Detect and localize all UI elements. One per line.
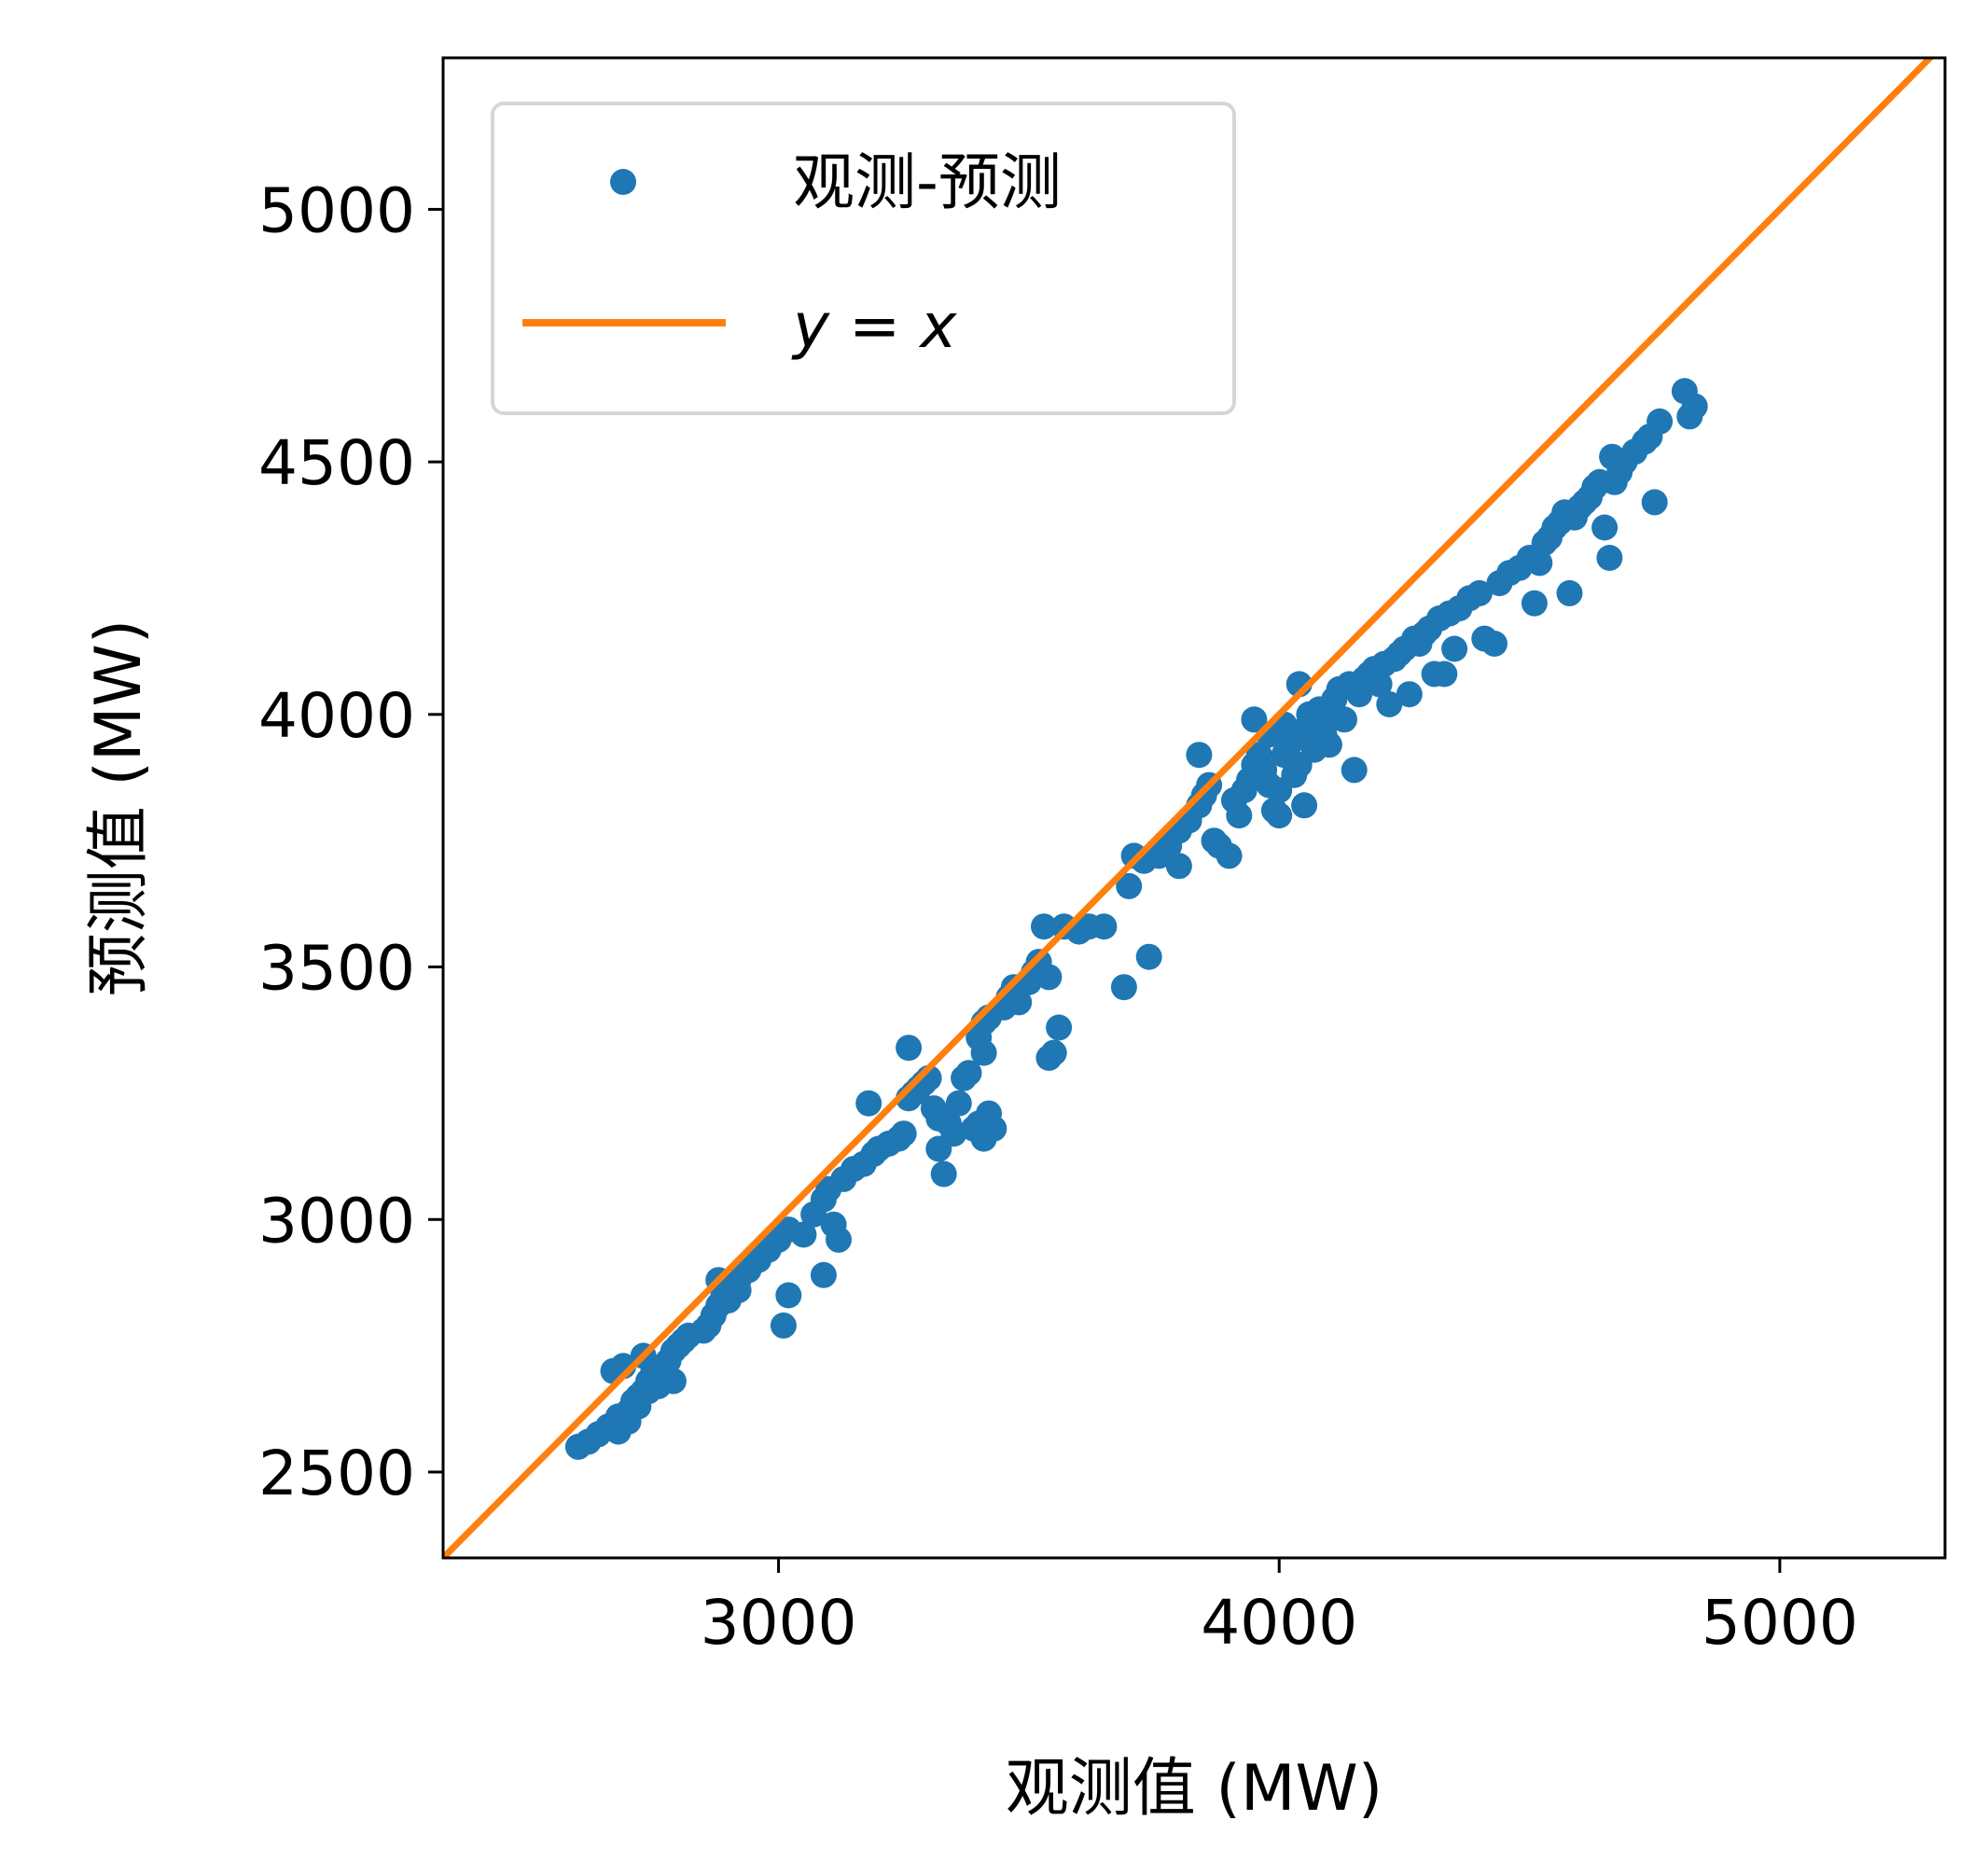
data-point-177 — [1481, 631, 1508, 657]
y-tick-label: 4500 — [258, 427, 415, 499]
data-point-196 — [1591, 514, 1619, 541]
data-point-69 — [930, 1160, 957, 1188]
data-point-95 — [1046, 1014, 1073, 1041]
data-point-94 — [1040, 1039, 1067, 1066]
identity-line — [443, 58, 1935, 1558]
data-point-189 — [1556, 579, 1583, 606]
data-point-74 — [955, 1060, 982, 1087]
data-point-59 — [855, 1090, 882, 1117]
data-point-152 — [1396, 681, 1423, 708]
plot-data — [443, 58, 1935, 1558]
data-point-45 — [790, 1221, 817, 1248]
data-point-101 — [1110, 974, 1137, 1001]
y-tick-label: 4000 — [258, 680, 415, 752]
data-point-51 — [826, 1226, 852, 1253]
data-point-42 — [725, 1277, 752, 1304]
data-point-102 — [1116, 872, 1143, 899]
data-point-79 — [980, 1115, 1007, 1142]
data-point-108 — [1165, 853, 1192, 880]
data-point-163 — [1266, 802, 1293, 829]
data-point-183 — [1526, 549, 1553, 577]
legend-box — [491, 102, 1236, 415]
data-point-43 — [770, 1312, 797, 1339]
data-point-182 — [1521, 590, 1548, 617]
x-tick-label: 5000 — [1702, 1587, 1858, 1659]
y-tick-label: 3000 — [258, 1185, 415, 1257]
data-point-159 — [1186, 742, 1213, 769]
data-point-72 — [945, 1090, 972, 1117]
x-tick-label: 3000 — [701, 1587, 857, 1659]
data-point-118 — [1226, 802, 1253, 829]
data-point-141 — [1341, 757, 1368, 784]
data-point-24 — [660, 1368, 687, 1395]
data-point-146 — [1366, 671, 1393, 698]
data-point-88 — [1006, 989, 1033, 1016]
legend-label-observed: 观测-预测 — [793, 146, 1062, 218]
data-point-209 — [1599, 443, 1626, 470]
y-tick-label: 3500 — [258, 933, 415, 1005]
y-tick-label: 5000 — [258, 174, 415, 246]
y-axis-label: 预测值 (MW) — [82, 619, 156, 997]
data-point-169 — [1315, 706, 1342, 733]
data-point-148 — [1376, 691, 1403, 717]
data-point-197 — [1596, 545, 1623, 571]
data-point-205 — [1647, 408, 1674, 435]
data-point-100 — [1091, 913, 1118, 940]
data-point-170 — [1431, 660, 1458, 688]
data-point-105 — [1135, 943, 1162, 970]
data-point-175 — [1466, 579, 1493, 606]
legend-label-identity: y = x — [791, 290, 957, 362]
data-point-60 — [890, 1120, 917, 1147]
data-point-71 — [940, 1120, 967, 1147]
data-point-84 — [896, 1035, 923, 1062]
data-point-172 — [1441, 635, 1468, 662]
data-point-116 — [1216, 842, 1243, 869]
data-point-162 — [1291, 792, 1318, 819]
data-point-208 — [1681, 393, 1708, 420]
data-point-166 — [1296, 701, 1323, 728]
data-point-50 — [810, 1261, 837, 1288]
data-point-44 — [775, 1282, 802, 1309]
y-tick-label: 2500 — [258, 1438, 415, 1509]
x-tick-label: 4000 — [1201, 1587, 1357, 1659]
plot-frame — [441, 56, 1947, 1560]
x-axis-label: 观测值 (MW) — [1006, 1752, 1383, 1826]
legend: 观测-预测 y = x — [491, 102, 1236, 415]
data-point-204 — [1641, 489, 1668, 516]
axes: 3000 4000 5000 2500 3000 3500 4000 4500 5000 — [258, 174, 1858, 1659]
data-point-96 — [1035, 964, 1063, 991]
legend-marker-observed — [610, 169, 636, 195]
data-point-92 — [1031, 913, 1057, 940]
